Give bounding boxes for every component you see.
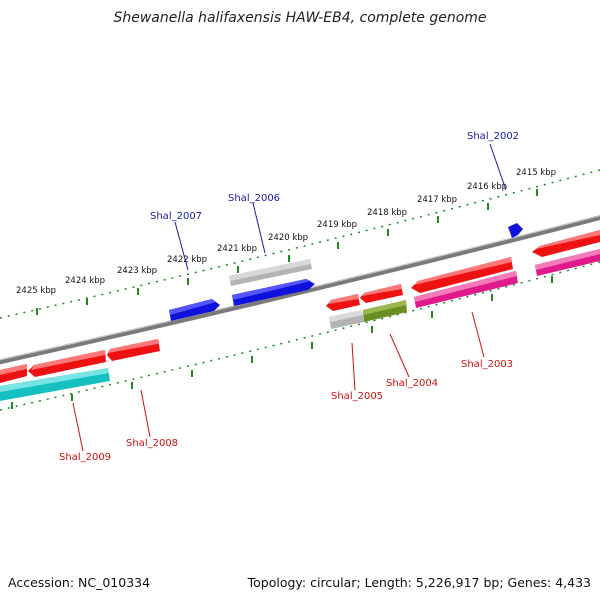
scale-label: 2421 kbp xyxy=(217,244,257,254)
genome-stats-text: Topology: circular; Length: 5,226,917 bp… xyxy=(247,575,591,590)
accession-text: Accession: NC_010334 xyxy=(8,575,151,590)
label-shal-2003: Shal_2003 xyxy=(461,359,513,370)
scale-label: 2423 kbp xyxy=(117,266,157,276)
gene-leader-lines xyxy=(72,143,507,452)
gene-shal-2005-grey[interactable] xyxy=(329,310,364,329)
gene-shal-2007[interactable] xyxy=(169,299,220,321)
genome-backbone xyxy=(0,214,600,365)
label-shal-2007: Shal_2007 xyxy=(150,211,202,222)
gene-red-4[interactable] xyxy=(326,294,360,311)
scale-label: 2415 kbp xyxy=(516,168,556,178)
gene-shal-2002[interactable] xyxy=(508,223,523,238)
label-shal-2008: Shal_2008 xyxy=(126,438,178,449)
map-title: Shewanella halifaxensis HAW-EB4, complet… xyxy=(113,10,487,26)
scale-label: 2417 kbp xyxy=(417,195,457,205)
gene-red-2[interactable] xyxy=(28,350,106,377)
gene-shal-2003[interactable] xyxy=(414,271,518,308)
gene-shal-2006-grey[interactable] xyxy=(229,259,312,286)
gene-red-7[interactable] xyxy=(532,230,600,257)
gene-magenta-2[interactable] xyxy=(535,249,600,276)
scale-label: 2424 kbp xyxy=(65,276,105,286)
scale-label: 2422 kbp xyxy=(167,255,207,265)
label-shal-2005: Shal_2005 xyxy=(331,391,383,402)
gene-red-1[interactable] xyxy=(0,364,27,383)
gene-red-6[interactable] xyxy=(411,257,513,293)
gene-red-3[interactable] xyxy=(107,339,160,361)
scale-label: 2420 kbp xyxy=(268,233,308,243)
gene-shal-2009[interactable] xyxy=(0,368,110,401)
gene-shal-2006[interactable] xyxy=(232,279,315,306)
gene-shal-2004[interactable] xyxy=(363,300,407,322)
scale-label: 2425 kbp xyxy=(16,286,56,296)
scale-label: 2418 kbp xyxy=(367,208,407,218)
label-shal-2004: Shal_2004 xyxy=(386,378,438,389)
outer-scale-ruler xyxy=(0,169,600,319)
label-shal-2006: Shal_2006 xyxy=(228,193,280,204)
scale-labels: 2425 kbp 2424 kbp 2423 kbp 2422 kbp 2421 kbp… xyxy=(16,168,556,296)
scale-label: 2419 kbp xyxy=(317,220,357,230)
scale-label: 2416 kbp xyxy=(467,182,507,192)
label-shal-2009: Shal_2009 xyxy=(59,452,111,463)
scale-major-ticks xyxy=(11,189,553,409)
gene-red-5[interactable] xyxy=(360,284,403,303)
label-shal-2002: Shal_2002 xyxy=(467,131,519,142)
